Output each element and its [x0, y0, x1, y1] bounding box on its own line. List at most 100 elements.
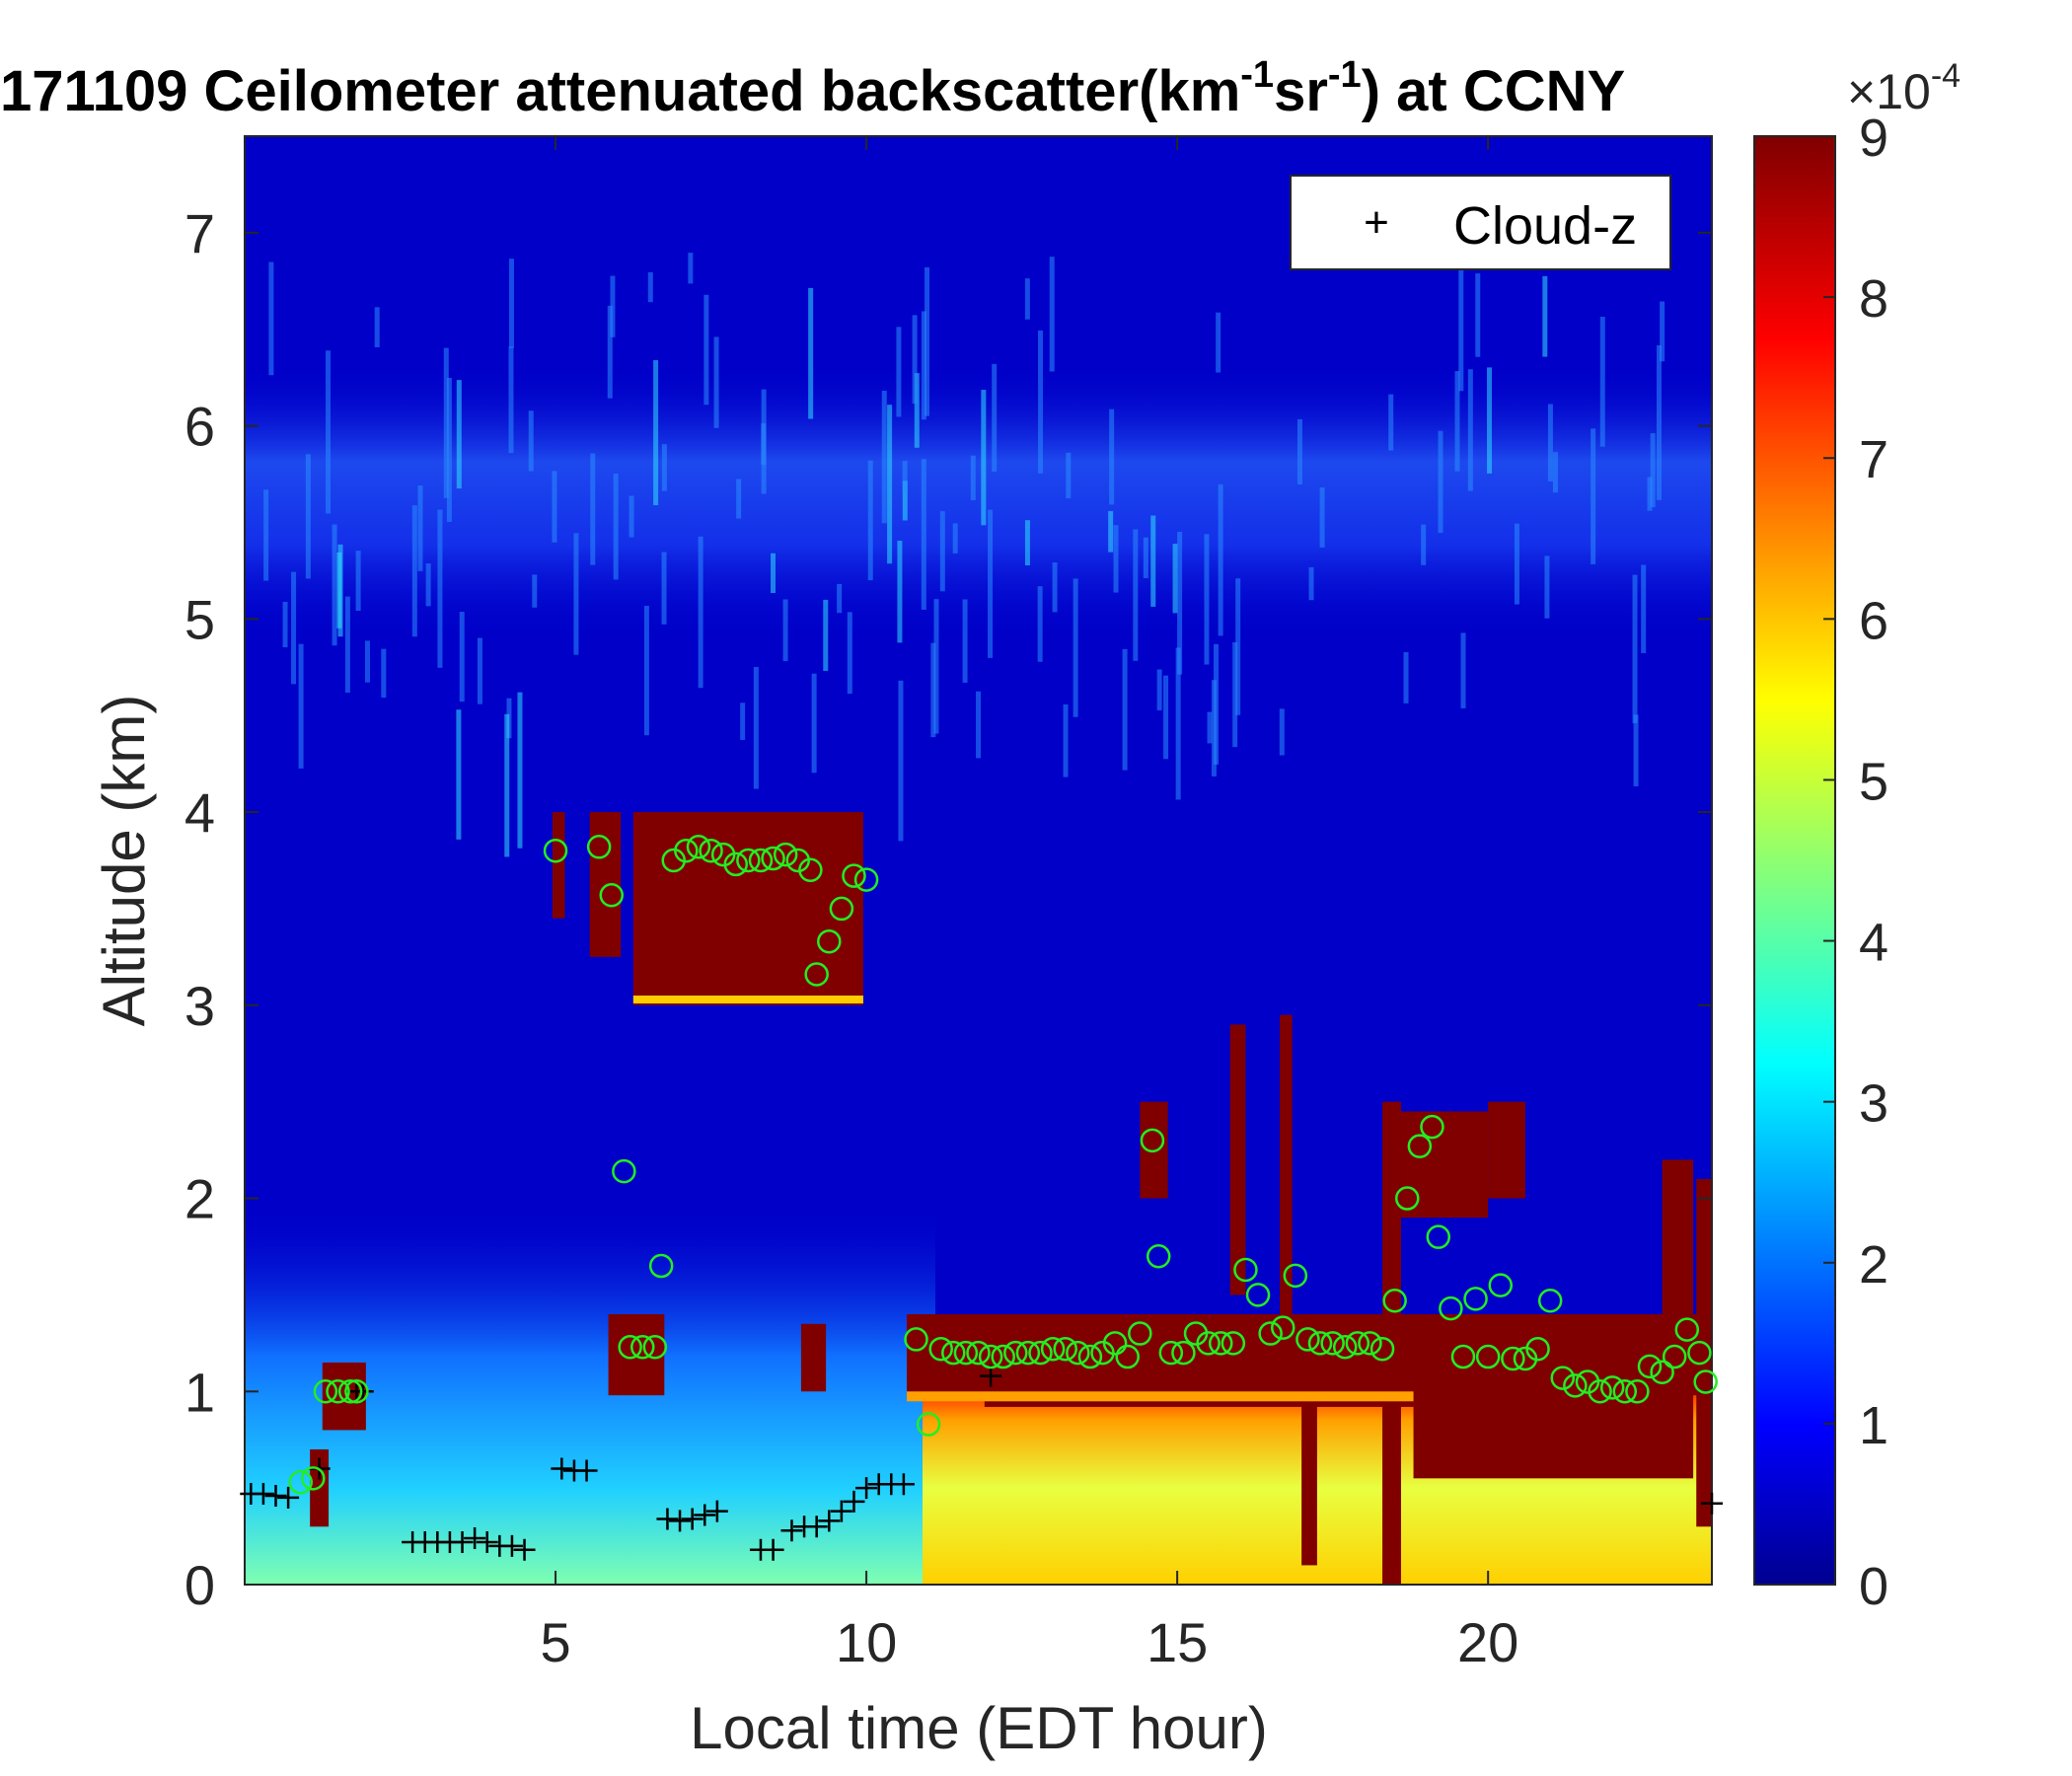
colorbar-tick-label: 6: [1859, 591, 1888, 650]
cloud-detection-circle: [941, 1340, 966, 1366]
cloud-base-plus-marker: [351, 1380, 374, 1403]
backscatter-streak: [355, 551, 361, 612]
colorbar: 0 1 2 3 4 5 6 7 8 9 ×10-4: [1753, 57, 1961, 1616]
backscatter-streak: [740, 703, 746, 740]
backscatter-streak: [1172, 544, 1178, 614]
backscatter-streak: [921, 311, 926, 420]
colorbar-tick-label: 2: [1859, 1235, 1888, 1295]
backscatter-streak: [1049, 257, 1055, 372]
backscatter-streak: [1633, 714, 1639, 786]
plot-frame: [244, 135, 1713, 1586]
cloud-detection-circle: [648, 1253, 674, 1279]
colorbar-gradient: [1753, 135, 1836, 1586]
cloud-detection-circle: [1439, 1295, 1463, 1321]
cloud-detection-circle: [1475, 1344, 1501, 1369]
cloud-base-plus-marker: [476, 1530, 498, 1553]
cloud-detection-circle: [842, 863, 866, 888]
cloud-detection-circle: [953, 1340, 979, 1366]
backscatter-streak: [847, 612, 852, 695]
axis-ticks: 5 10 15 20 0 1 2 3 4 5 6 7: [185, 136, 1712, 1673]
backscatter-streak: [437, 509, 443, 668]
cloud-detection-circle: [966, 1340, 991, 1366]
backscatter-streak: [1552, 452, 1558, 493]
backscatter-streak: [703, 294, 709, 406]
cloud-layer: [1301, 1313, 1317, 1566]
cloud-detection-circle: [326, 1379, 350, 1404]
cloud-detection-circle: [1637, 1354, 1663, 1379]
backscatter-streak: [897, 541, 903, 643]
cloud-detection-circle: [817, 928, 842, 954]
cloud-detection-circle: [1158, 1340, 1184, 1366]
backscatter-streak: [1467, 369, 1473, 491]
backscatter-streak: [1214, 643, 1220, 765]
cloud-layer: [1280, 1014, 1293, 1314]
cloud-detection-circle: [1040, 1336, 1066, 1362]
backscatter-streak: [1319, 487, 1325, 548]
cloud-layer: [800, 1323, 827, 1392]
cloud-detection-circle: [1599, 1375, 1625, 1400]
cloud-fringe: [907, 1391, 1414, 1402]
cloud-detection-circle: [1650, 1360, 1674, 1384]
cloud-base-plus-marker: [451, 1530, 474, 1553]
cloud-detection-circle: [1146, 1244, 1171, 1269]
backscatter-streak: [898, 680, 904, 842]
backscatter-streak: [867, 460, 873, 581]
cloud-base-plus-marker: [551, 1457, 573, 1480]
cloud-base-plus-marker: [464, 1527, 486, 1550]
backscatter-streak: [1175, 647, 1181, 800]
cloud-detection-circle: [1588, 1379, 1612, 1404]
upper-streaks: [263, 253, 1665, 857]
cloud-base-plus-marker: [575, 1459, 598, 1482]
y-tick-label: 3: [185, 975, 215, 1037]
backscatter-streak: [1641, 564, 1647, 653]
cloud-detection-circle: [928, 1336, 953, 1362]
backscatter-streak: [508, 346, 514, 454]
cloud-base-plus-marker: [681, 1508, 703, 1530]
backscatter-streak: [823, 599, 829, 671]
cloud-detection-circle: [1550, 1366, 1576, 1390]
backscatter-streak: [643, 606, 649, 736]
backscatter-streak: [263, 489, 269, 581]
x-axis-label: Local time (EDT hour): [690, 1695, 1268, 1761]
backscatter-streak: [992, 363, 998, 473]
backscatter-streak: [661, 552, 667, 625]
cloud-detection-circle: [301, 1466, 326, 1491]
cloud-base-plus-marker: [669, 1510, 692, 1532]
colorbar-tick-label: 9: [1859, 109, 1888, 168]
backscatter-streak: [268, 261, 274, 376]
cloud-detection-circle: [761, 846, 785, 871]
cloud-detection-circle: [1525, 1336, 1550, 1362]
upper-aerosol-layer: [245, 365, 1712, 641]
cloud-layer: [984, 1371, 1414, 1407]
backscatter-streak: [1066, 452, 1072, 499]
backscatter-streak: [364, 640, 370, 683]
backscatter-streak: [282, 601, 288, 648]
colorbar-tick-label: 1: [1859, 1396, 1888, 1455]
cloud-detection-circle: [1488, 1273, 1514, 1297]
cloud-detection-circle: [1053, 1336, 1077, 1362]
backscatter-streak: [417, 485, 423, 571]
backscatter-streak: [736, 479, 742, 519]
cloud-base-plus-marker: [513, 1538, 536, 1561]
cloud-detection-circle: [978, 1344, 1003, 1369]
cloud-detection-circle: [1077, 1344, 1103, 1369]
cloud-detection-circle: [798, 857, 823, 883]
backscatter-streak: [477, 637, 482, 704]
cloud-detection-circle: [1407, 1134, 1433, 1158]
backscatter-streak: [912, 315, 918, 405]
cloud-detection-circle: [599, 882, 624, 908]
y-tick-label: 0: [185, 1554, 215, 1616]
legend-label: Cloud-z: [1453, 196, 1637, 256]
cloud-detection-circle: [543, 838, 568, 863]
cloud-detection-circle: [853, 867, 879, 892]
backscatter-streak: [590, 453, 596, 565]
backscatter-streak: [1438, 430, 1443, 534]
y-tick-label: 1: [185, 1361, 215, 1423]
backscatter-streak: [952, 523, 958, 554]
cloud-base-plus-marker: [780, 1519, 803, 1542]
cloud-detection-circle: [1463, 1287, 1488, 1311]
backscatter-streak: [610, 275, 616, 337]
backscatter-streak: [1218, 483, 1223, 636]
backscatter-streak: [573, 533, 579, 655]
